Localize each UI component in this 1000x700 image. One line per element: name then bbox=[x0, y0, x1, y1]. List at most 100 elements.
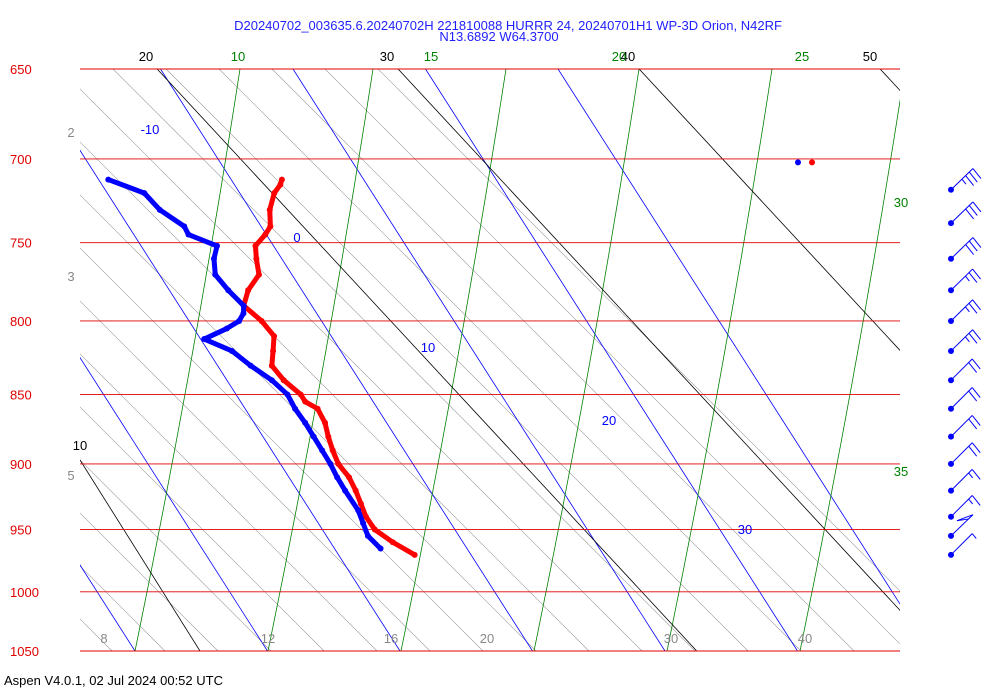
chart-title: D20240702_003635.6.20240702H 221810088 H… bbox=[234, 18, 782, 33]
dewpoint-point bbox=[795, 159, 801, 166]
wind-barb-staff bbox=[950, 533, 973, 556]
temperature-profile bbox=[240, 159, 815, 558]
temperature-point bbox=[271, 190, 278, 197]
wind-barb-staff bbox=[950, 415, 973, 438]
dewpoint-point bbox=[334, 474, 341, 481]
dewpoint-point bbox=[185, 231, 192, 238]
wind-barb-flag bbox=[965, 175, 975, 186]
wind-barb-staff bbox=[950, 201, 974, 224]
isotherm-line bbox=[324, 69, 900, 645]
temperature-point bbox=[322, 419, 329, 426]
moist-adiabat-label: 10 bbox=[231, 49, 245, 64]
bottom-axis-label: 20 bbox=[480, 631, 494, 646]
wind-barb-staff bbox=[950, 358, 973, 381]
isotherm-line bbox=[80, 459, 272, 651]
temperature-point bbox=[268, 362, 275, 369]
isotherm-line bbox=[80, 300, 431, 651]
mixing-ratio-label: 10 bbox=[421, 340, 435, 355]
wind-barb-half-flag bbox=[964, 306, 970, 313]
wind-barb-staff bbox=[950, 299, 973, 322]
chart-subtitle: N13.6892 W64.3700 bbox=[439, 29, 559, 44]
left-axis-label: 2 bbox=[67, 125, 74, 140]
wind-barbs bbox=[948, 168, 982, 558]
mixing-ratio-line bbox=[80, 149, 401, 651]
wind-barb-flag bbox=[968, 205, 978, 216]
dewpoint-point bbox=[228, 347, 235, 354]
dewpoint-point bbox=[292, 405, 299, 412]
moist-adiabat-label: 25 bbox=[795, 49, 809, 64]
temperature-point bbox=[302, 398, 309, 405]
dewpoint-point bbox=[141, 190, 148, 197]
left-axis-label: 5 bbox=[67, 468, 74, 483]
dewpoint-point bbox=[181, 223, 188, 230]
temperature-point bbox=[258, 317, 265, 324]
mixing-ratio-line bbox=[557, 69, 900, 605]
bottom-axis-label: 8 bbox=[100, 631, 107, 646]
moist-adiabat-line bbox=[134, 69, 241, 651]
dewpoint-point bbox=[240, 302, 247, 309]
wind-barb-flag bbox=[968, 332, 978, 344]
isotherm-line bbox=[80, 88, 643, 651]
wind-barb-flag bbox=[971, 442, 981, 454]
wind-barb-flag bbox=[971, 358, 981, 370]
isotherm-line bbox=[80, 141, 590, 651]
mixing-ratio-label: 20 bbox=[602, 413, 616, 428]
mixing-ratio-line bbox=[160, 69, 533, 651]
dewpoint-point bbox=[236, 317, 243, 324]
left-axis-label: 3 bbox=[67, 269, 74, 284]
mixing-ratio-line bbox=[425, 69, 798, 651]
isotherm-line bbox=[80, 194, 537, 651]
dewpoint-line bbox=[105, 177, 384, 552]
dewpoint-point bbox=[327, 460, 334, 467]
temperature-point bbox=[277, 181, 284, 188]
mixing-ratio-line bbox=[80, 356, 268, 651]
bottom-axis-label: 16 bbox=[384, 631, 398, 646]
wind-barb-flag bbox=[968, 418, 978, 430]
pressure-tick-label: 1050 bbox=[10, 644, 39, 659]
isotherm-line bbox=[80, 406, 325, 651]
moist-adiabat-line bbox=[267, 69, 374, 651]
wind-barb-staff bbox=[950, 329, 973, 352]
wind-barb-flag bbox=[971, 415, 981, 426]
dewpoint-point bbox=[225, 287, 232, 294]
dry-adiabat-line bbox=[397, 69, 900, 611]
wind-barb-flag bbox=[968, 272, 978, 283]
pressure-tick-label: 850 bbox=[10, 388, 32, 403]
wind-barb-flag bbox=[965, 244, 975, 255]
temperature-point bbox=[267, 223, 274, 230]
wind-barb-pennant bbox=[956, 514, 974, 522]
pressure-tick-label: 950 bbox=[10, 523, 32, 538]
wind-barb-flag bbox=[971, 495, 981, 506]
pressure-tick-label: 800 bbox=[10, 314, 32, 329]
dewpoint-point bbox=[214, 242, 221, 249]
dewpoint-profile bbox=[105, 159, 801, 552]
dewpoint-point bbox=[360, 520, 367, 527]
dry-adiabat-label: 50 bbox=[863, 49, 877, 64]
temperature-point bbox=[411, 551, 418, 558]
isotherm-line bbox=[218, 69, 802, 651]
isotherm-line bbox=[112, 69, 696, 651]
dewpoint-point bbox=[284, 391, 291, 398]
moist-adiabat-label: 30 bbox=[894, 195, 908, 210]
wind-barb-flag bbox=[968, 362, 978, 373]
dewpoint-point bbox=[223, 325, 230, 332]
wind-barb-flag bbox=[972, 299, 981, 311]
dry-adiabat-line bbox=[156, 69, 698, 651]
wind-barb-flag bbox=[972, 329, 981, 341]
temperature-point bbox=[255, 271, 262, 278]
dewpoint-point bbox=[302, 419, 309, 426]
mixing-ratio-lines bbox=[0, 69, 900, 651]
isotherm-line bbox=[80, 247, 484, 651]
moist-adiabat-label: 35 bbox=[894, 464, 908, 479]
isotherm-line bbox=[271, 69, 855, 651]
moist-adiabat-label: 20 bbox=[612, 49, 626, 64]
temperature-point bbox=[266, 206, 273, 213]
temperature-point bbox=[352, 487, 359, 494]
temperature-point bbox=[809, 159, 815, 166]
mixing-ratio-line bbox=[0, 69, 3, 651]
wind-barb-staff bbox=[950, 387, 973, 410]
temperature-point bbox=[314, 405, 321, 412]
temperature-point bbox=[335, 460, 342, 467]
